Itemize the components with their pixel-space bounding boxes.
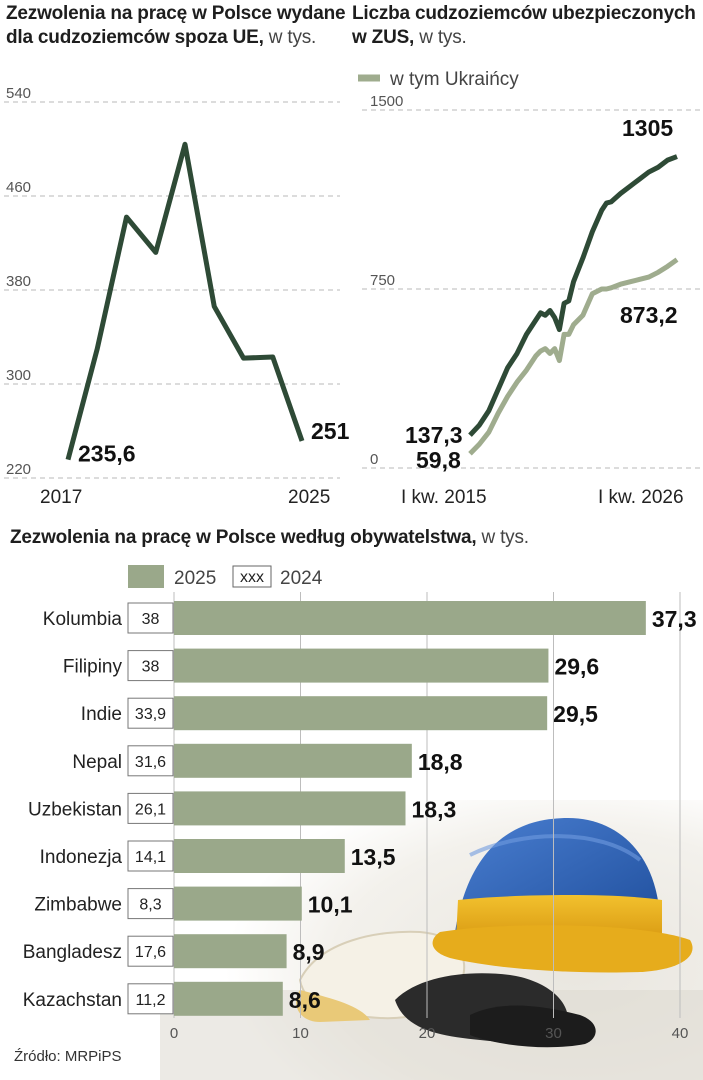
hard-hat-gloves-photo [160, 800, 703, 1080]
chart3-prev-year-value: 31,6 [135, 754, 166, 771]
chart3-bar [174, 791, 406, 826]
chart3-prev-year-value: 8,3 [139, 897, 161, 914]
chart3-prev-year-value: 14,1 [135, 849, 166, 866]
chart2-y-tick: 0 [370, 451, 378, 468]
chart3-prev-year-box [127, 935, 174, 967]
chart1-title: Zezwolenia na pracę w Polsce wydane dla … [6, 2, 346, 50]
chart3-bar [174, 886, 302, 921]
chart3-legend-box-sample: xxx [240, 569, 264, 586]
chart3-bar-value-label: 8,6 [289, 987, 321, 1013]
chart3-bar [174, 743, 412, 778]
chart3-bar-value-label: 29,6 [554, 654, 599, 680]
chart3-bar-value-label: 13,5 [351, 844, 396, 870]
chart3-prev-year-box [127, 650, 174, 682]
chart2-legend-label: w tym Ukraińcy [389, 69, 519, 90]
chart3-bar-value-label: 18,8 [418, 749, 463, 775]
chart3-prev-year-box [127, 697, 174, 729]
chart2-y-tick: 750 [370, 272, 395, 289]
zus-insured-line-chart: 1500 750 0 w tym Ukraińcy 137,359,8 1305 873,2… [358, 69, 703, 508]
chart1-title-text: Zezwolenia na pracę w Polsce wydane dla … [6, 3, 346, 48]
chart3-bar [174, 934, 287, 969]
chart2-title-text: Liczba cudzoziemców ubezpieczonych w ZUS… [352, 3, 696, 48]
chart3-title-unit: w tys. [481, 527, 530, 548]
chart3-bar [174, 648, 549, 683]
chart3-title-text: Zezwolenia na pracę w Polsce według obyw… [10, 527, 477, 548]
chart3-bar-value-label: 8,9 [293, 939, 325, 965]
chart2-y-tick: 1500 [370, 93, 403, 110]
permits-line-chart: 540 460 380 300 220 2017 2025 235,6 251,5 [4, 85, 350, 508]
chart2-label-total-last: 1305 [622, 115, 673, 141]
chart3-x-tick: 10 [292, 1025, 309, 1042]
chart3-bar [174, 696, 548, 731]
chart3-x-tick: 40 [672, 1025, 689, 1042]
chart1-y-tick: 460 [6, 179, 31, 196]
chart3-x-tick: 20 [419, 1025, 436, 1042]
chart3-bar-value-label: 29,5 [553, 701, 598, 727]
chart3-legend-box [232, 565, 272, 588]
chart3-category-label: Zimbabwe [34, 895, 122, 916]
chart2-title-unit: w tys. [419, 27, 467, 48]
chart3-title: Zezwolenia na pracę w Polsce według obyw… [10, 526, 700, 550]
chart3-prev-year-box [127, 792, 174, 824]
chart3-prev-year-value: 38 [142, 611, 160, 628]
chart1-label-last: 251,5 [311, 418, 350, 444]
chart3-bar [174, 981, 283, 1016]
chart2-x-tick-start: I kw. 2015 [401, 487, 487, 508]
chart1-y-tick: 380 [6, 273, 31, 290]
chart3-bar [174, 839, 345, 873]
chart3-bar [174, 601, 646, 635]
chart3-prev-year-box [127, 602, 174, 634]
chart3-legend-swatch-label: 2025 [174, 568, 216, 589]
chart3-category-label: Nepal [72, 752, 122, 773]
chart3-prev-year-box [127, 745, 174, 777]
chart3-category-label: Kolumbia [43, 609, 123, 630]
chart3-legend-box-label: 2024 [280, 568, 323, 589]
chart1-x-tick-start: 2017 [40, 487, 82, 508]
chart1-y-tick: 300 [6, 367, 31, 384]
chart3-category-label: Filipiny [63, 657, 123, 678]
chart3-category-label: Kazachstan [23, 990, 122, 1011]
chart3-category-label: Indonezja [40, 847, 123, 868]
chart2-x-tick-end: I kw. 2026 [598, 487, 684, 508]
chart3-bar-value-label: 37,3 [652, 606, 697, 632]
chart1-y-tick: 540 [6, 85, 31, 102]
chart3-prev-year-value: 38 [142, 659, 160, 676]
chart3-prev-year-value: 33,9 [135, 706, 166, 723]
chart3-prev-year-value: 26,1 [135, 801, 166, 818]
chart2-series-ukraine [468, 257, 679, 456]
chart3-bar-value-label: 10,1 [308, 892, 353, 918]
chart1-y-tick: 220 [6, 461, 31, 478]
source-note: Źródło: MRPiPS [14, 1048, 122, 1065]
chart2-label-ua-last: 873,2 [620, 302, 678, 328]
chart3-prev-year-box [127, 888, 174, 920]
chart3-bar-value-label: 18,3 [411, 796, 456, 822]
chart1-x-tick-end: 2025 [288, 487, 330, 508]
chart3-legend-swatch [128, 565, 164, 588]
chart1-label-first: 235,6 [78, 441, 136, 467]
chart2-title: Liczba cudzoziemców ubezpieczonych w ZUS… [352, 2, 702, 50]
chart3-prev-year-box [127, 983, 174, 1015]
chart2-label-ua-first: 59,8 [416, 447, 461, 473]
chart3-x-tick: 0 [170, 1025, 178, 1042]
chart3-x-tick: 30 [545, 1025, 562, 1042]
chart2-label-total-first: 137,3 [405, 422, 463, 448]
chart3-prev-year-box [127, 840, 174, 872]
chart3-category-label: Bangladesz [23, 942, 122, 963]
chart1-series-line [65, 141, 305, 461]
chart3-prev-year-value: 11,2 [136, 992, 166, 1009]
chart3-category-label: Uzbekistan [28, 799, 122, 820]
chart3-category-label: Indie [81, 704, 122, 725]
chart1-title-unit: w tys. [268, 27, 317, 48]
chart3-prev-year-value: 17,6 [135, 944, 166, 961]
chart2-series-total [468, 154, 678, 437]
